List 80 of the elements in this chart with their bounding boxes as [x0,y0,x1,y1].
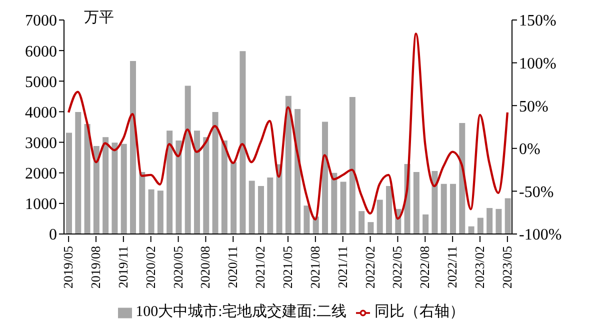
y-tick-label: 7000 [25,12,57,30]
y2-tick-label: -100% [519,226,562,244]
y-axis-title: 万平 [84,9,114,27]
x-tick-label: 2020/02 [142,246,158,289]
bar [166,130,173,234]
x-tick-label: 2020/08 [198,246,213,289]
bar [148,189,154,234]
bar [304,206,310,234]
x-tick-label: 2023/02 [472,246,487,289]
bar [432,171,438,234]
bar [440,184,447,234]
y-tick-label: 4000 [25,104,57,122]
bar [486,208,493,234]
bar [267,177,274,234]
bar [130,60,136,234]
bar [120,144,127,234]
bar [230,162,237,234]
x-tick-label: 2022/11 [444,246,460,288]
bar [176,140,182,234]
line-series [67,32,509,221]
bar [331,172,338,234]
bar [504,198,511,234]
y-tick-label: 0 [49,226,57,244]
bar [139,172,146,234]
bar [240,51,246,234]
x-tick-label: 2021/08 [307,246,322,289]
bar [66,132,72,234]
y2-tick-label: 50% [519,98,548,116]
y2-tick-label: 150% [519,12,556,30]
y-tick-label: 3000 [25,134,57,152]
bar [358,211,365,234]
x-tick-label: 2019/05 [60,246,76,289]
x-tick-label: 2023/05 [499,246,514,289]
bar [322,122,328,234]
bar [221,140,228,234]
bar [496,208,502,234]
bar [477,218,484,234]
bar [112,142,118,234]
bar [93,146,100,234]
bar [157,190,164,234]
bar [422,214,429,234]
y2-tick-label: -50% [519,184,554,201]
y-tick-label: 6000 [25,43,57,60]
y-tick-label: 1000 [25,196,57,214]
bar [349,97,356,234]
x-tick-label: 2019/08 [88,246,103,289]
bar [84,124,90,234]
x-tick-label: 2020/05 [170,246,186,289]
bar [248,180,255,234]
bar [184,86,191,234]
x-tick-label: 2020/11 [225,246,240,288]
y-tick-label: 2000 [25,166,57,183]
y2-tick-label: 0% [519,141,540,158]
legend-label: 100大中城市:宅地成交建面:二线 [136,304,346,320]
y2-tick-label: 100% [519,55,556,72]
x-tick-label: 2021/11 [334,246,350,288]
bar [203,137,210,234]
bar [75,112,82,234]
legend-label: 同比（右轴） [374,304,464,320]
bar [376,200,383,234]
bar [194,130,200,234]
bar [285,96,292,234]
bar [258,186,264,234]
bar [459,123,466,234]
x-tick-label: 2022/05 [390,246,405,289]
x-tick-label: 2022/02 [362,246,378,289]
bar [340,182,346,234]
bar [368,222,374,234]
y-tick-label: 5000 [25,74,57,91]
bar [468,226,474,234]
x-tick-label: 2021/02 [252,246,268,289]
bar [386,186,392,234]
x-tick-label: 2021/05 [280,246,295,289]
bar [413,172,420,234]
bar [450,184,456,234]
bar [294,108,301,234]
x-tick-label: 2019/11 [115,246,130,288]
bar [102,137,109,234]
bar [212,112,218,234]
x-tick-label: 2022/08 [417,246,432,289]
